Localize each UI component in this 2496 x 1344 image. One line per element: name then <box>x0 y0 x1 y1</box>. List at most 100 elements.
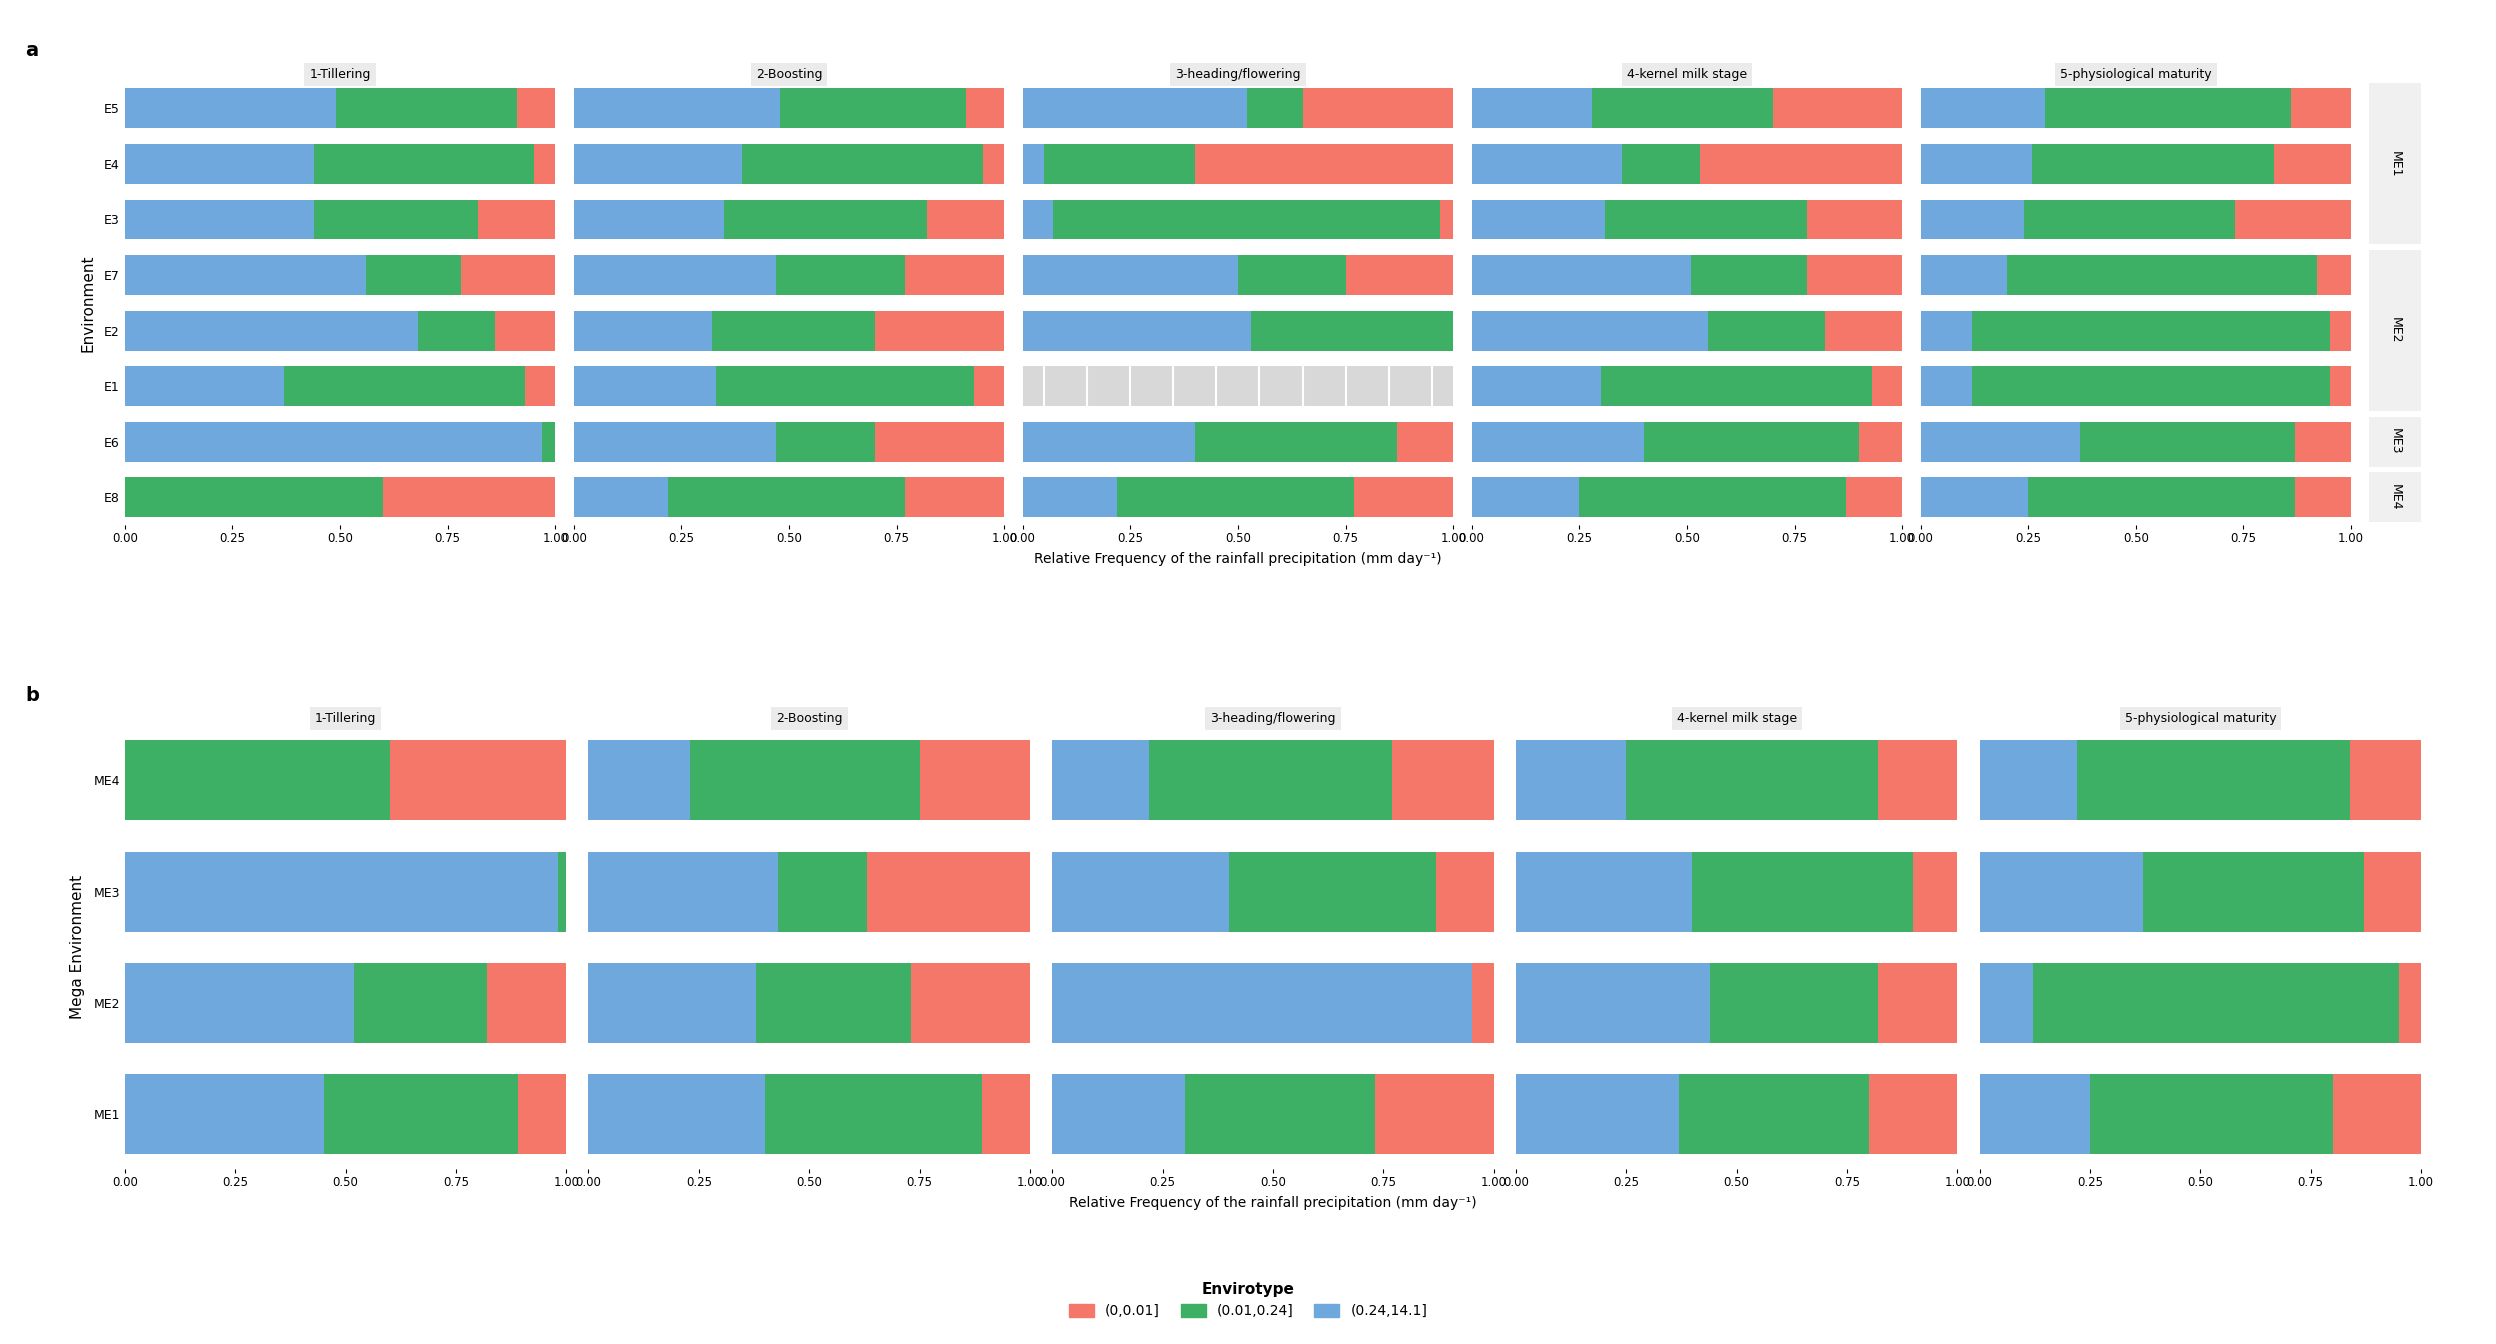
Bar <box>1979 852 2144 931</box>
Bar <box>1473 366 1600 406</box>
Text: 4-kernel milk stage: 4-kernel milk stage <box>1677 712 1797 724</box>
Bar <box>125 477 382 517</box>
Bar <box>876 310 1003 351</box>
Bar <box>776 422 876 462</box>
Bar <box>1700 144 1902 184</box>
Bar <box>1473 310 1707 351</box>
Bar <box>1440 199 1453 239</box>
Bar <box>2029 477 2296 517</box>
Bar <box>589 1074 766 1153</box>
Bar <box>125 144 314 184</box>
Bar <box>494 310 554 351</box>
Bar <box>2369 83 2421 245</box>
Bar <box>779 852 866 931</box>
Bar <box>1023 199 1053 239</box>
Bar <box>2399 962 2421 1043</box>
Bar <box>973 366 1003 406</box>
Bar <box>906 477 1003 517</box>
Bar <box>1515 1074 1680 1153</box>
Bar <box>1053 962 1473 1043</box>
Bar <box>1627 741 1877 820</box>
Bar <box>981 1074 1031 1153</box>
Bar <box>2351 741 2421 820</box>
Bar <box>781 89 966 129</box>
Text: 2-Boosting: 2-Boosting <box>756 67 821 81</box>
Bar <box>1710 962 1877 1043</box>
Bar <box>2089 1074 2334 1153</box>
Bar <box>524 366 554 406</box>
Bar <box>589 741 689 820</box>
Bar <box>2369 250 2421 411</box>
Text: ME4: ME4 <box>2389 484 2401 511</box>
Bar <box>1398 422 1453 462</box>
Text: 3-heading/flowering: 3-heading/flowering <box>1176 67 1300 81</box>
Bar <box>1515 852 1692 931</box>
Bar <box>125 1074 324 1153</box>
Bar <box>1250 310 1453 351</box>
Bar <box>1435 852 1493 931</box>
Bar <box>1375 1074 1493 1153</box>
Bar <box>517 89 554 129</box>
Text: 4-kernel milk stage: 4-kernel milk stage <box>1627 67 1747 81</box>
Bar <box>574 422 776 462</box>
Bar <box>1196 422 1398 462</box>
Bar <box>1053 852 1228 931</box>
Bar <box>1979 1074 2089 1153</box>
Bar <box>2329 310 2351 351</box>
Bar <box>1919 422 2079 462</box>
Text: ME2: ME2 <box>2389 317 2401 344</box>
Bar <box>1860 422 1902 462</box>
Text: 1-Tillering: 1-Tillering <box>310 67 372 81</box>
Bar <box>1919 366 1972 406</box>
Bar <box>689 741 919 820</box>
Bar <box>2077 741 2351 820</box>
Bar <box>1972 310 2329 351</box>
Bar <box>1228 852 1435 931</box>
Bar <box>1807 199 1902 239</box>
Bar <box>125 255 367 296</box>
Bar <box>983 144 1003 184</box>
Bar <box>1919 310 1972 351</box>
Bar <box>1580 477 1847 517</box>
Bar <box>2369 472 2421 523</box>
Bar <box>314 199 477 239</box>
Bar <box>919 741 1031 820</box>
Bar <box>1807 255 1902 296</box>
Bar <box>1622 144 1700 184</box>
Bar <box>1023 144 1043 184</box>
Bar <box>776 255 906 296</box>
Bar <box>1023 255 1238 296</box>
Bar <box>876 422 1003 462</box>
Text: ME1: ME1 <box>2389 151 2401 177</box>
Bar <box>1473 422 1645 462</box>
Bar <box>534 144 554 184</box>
Bar <box>125 366 285 406</box>
Bar <box>1238 255 1345 296</box>
Bar <box>911 962 1031 1043</box>
Bar <box>389 741 567 820</box>
Bar <box>2024 199 2234 239</box>
Bar <box>477 199 554 239</box>
Bar <box>1692 852 1914 931</box>
Bar <box>574 310 711 351</box>
Bar <box>1919 199 2024 239</box>
Bar <box>1246 89 1303 129</box>
Bar <box>125 89 337 129</box>
Bar <box>1972 366 2329 406</box>
Bar <box>1473 255 1692 296</box>
Bar <box>1053 199 1440 239</box>
Text: 3-heading/flowering: 3-heading/flowering <box>1211 712 1335 724</box>
Bar <box>2369 417 2421 466</box>
Text: b: b <box>25 685 40 704</box>
Bar <box>711 310 876 351</box>
Bar <box>2032 144 2274 184</box>
Bar <box>517 1074 567 1153</box>
Bar <box>966 89 1003 129</box>
Bar <box>1148 741 1393 820</box>
Bar <box>2316 255 2351 296</box>
Bar <box>125 310 417 351</box>
Bar <box>1473 962 1493 1043</box>
Bar <box>1979 962 2032 1043</box>
Bar <box>906 255 1003 296</box>
Text: 2-Boosting: 2-Boosting <box>776 712 844 724</box>
